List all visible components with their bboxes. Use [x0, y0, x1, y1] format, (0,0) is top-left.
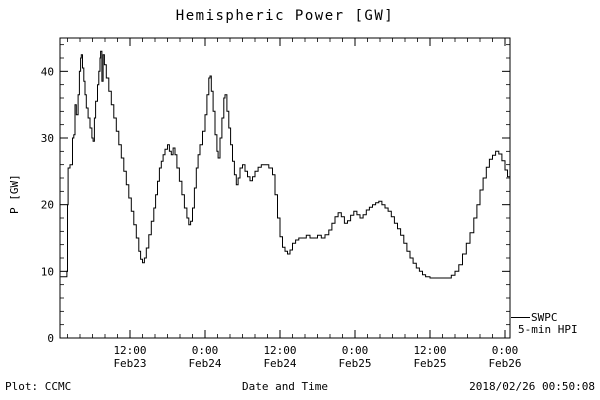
svg-text:Feb24: Feb24: [263, 357, 296, 370]
x-axis-label: Date and Time: [241, 380, 329, 393]
svg-text:Feb25: Feb25: [413, 357, 446, 370]
svg-text:Feb25: Feb25: [338, 357, 371, 370]
svg-text:0:00: 0:00: [492, 344, 519, 357]
svg-text:20: 20: [41, 199, 54, 212]
svg-text:0: 0: [47, 332, 54, 345]
legend-series-desc: 5-min HPI: [518, 323, 578, 336]
svg-text:12:00: 12:00: [113, 344, 146, 357]
svg-text:Feb23: Feb23: [113, 357, 146, 370]
svg-text:0:00: 0:00: [342, 344, 369, 357]
svg-text:0:00: 0:00: [192, 344, 219, 357]
svg-text:10: 10: [41, 265, 54, 278]
legend-row-1: SWPC: [511, 312, 578, 324]
chart-title: Hemispheric Power [GW]: [175, 8, 395, 24]
legend-series-name: SWPC: [531, 311, 558, 324]
legend: SWPC 5-min HPI: [511, 312, 578, 336]
svg-text:12:00: 12:00: [413, 344, 446, 357]
svg-text:30: 30: [41, 132, 54, 145]
svg-text:12:00: 12:00: [263, 344, 296, 357]
svg-text:Feb24: Feb24: [188, 357, 221, 370]
svg-text:40: 40: [41, 65, 54, 78]
svg-text:Feb26: Feb26: [488, 357, 521, 370]
legend-line-sample: [511, 317, 530, 318]
timestamp: 2018/02/26 00:50:08: [469, 380, 595, 393]
plot-credit: Plot: CCMC: [5, 380, 72, 393]
